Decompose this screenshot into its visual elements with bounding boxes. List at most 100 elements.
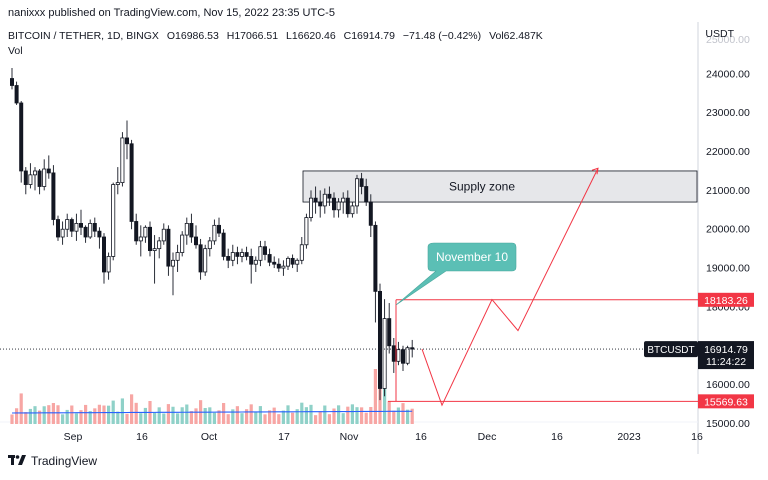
- candle-body: [410, 347, 415, 350]
- volume-bar: [318, 411, 322, 424]
- tradingview-logo-icon: [8, 453, 26, 468]
- volume-bar: [396, 407, 400, 424]
- volume-bar: [162, 413, 166, 424]
- volume-bar: [258, 406, 262, 424]
- volume-bar: [337, 405, 341, 424]
- candle-body: [33, 170, 38, 176]
- volume-bar: [327, 414, 331, 424]
- volume-bar: [42, 406, 46, 424]
- candle-body: [157, 240, 162, 250]
- candle-body: [152, 248, 157, 251]
- volume-bar: [65, 409, 69, 424]
- candle-body: [69, 219, 74, 232]
- candle-body: [65, 219, 70, 230]
- candle-body: [304, 217, 309, 246]
- symbol-tag-bg: [644, 341, 698, 358]
- volume-ma-line: [11, 410, 413, 414]
- candle-body: [258, 246, 263, 261]
- volume-bar: [102, 405, 106, 424]
- volume-bar: [189, 411, 193, 424]
- candle-body: [336, 201, 341, 211]
- x-tick-label: Oct: [201, 431, 217, 443]
- candle-body: [262, 246, 267, 255]
- y-tick-label-faded: 25000.00: [706, 34, 750, 46]
- candle-body: [129, 143, 134, 222]
- candle-body: [405, 347, 410, 364]
- candle-body: [253, 259, 258, 265]
- candle-body: [221, 232, 226, 257]
- candle-body: [111, 184, 116, 257]
- volume-bar: [373, 369, 377, 424]
- candle-body: [74, 223, 79, 232]
- candle-body: [125, 137, 130, 145]
- volume-bar: [272, 407, 276, 424]
- candle-body: [115, 182, 120, 185]
- volume-bar: [249, 404, 253, 424]
- volume-bar: [355, 407, 359, 424]
- volume-bar: [350, 404, 354, 424]
- open-value: O16986.53: [166, 30, 219, 42]
- candle-body: [341, 197, 346, 203]
- volume-bar: [157, 407, 161, 424]
- volume-bar: [268, 410, 272, 424]
- candle-body: [322, 193, 327, 207]
- price-chart[interactable]: 15000.0016000.0017000.0018000.0019000.00…: [0, 22, 768, 475]
- volume-bar: [383, 380, 387, 424]
- volume-bar: [153, 412, 157, 424]
- current-price-value: 16914.79: [704, 344, 748, 356]
- x-tick-label: 16: [136, 431, 148, 443]
- volume-bar: [107, 405, 111, 424]
- volume-bar: [125, 413, 129, 424]
- candle-body: [198, 244, 203, 273]
- x-tick-label: Sep: [64, 431, 83, 443]
- candle-body: [147, 226, 152, 251]
- volume-bar: [24, 412, 28, 424]
- chart-area[interactable]: 15000.0016000.0017000.0018000.0019000.00…: [0, 22, 768, 475]
- candle-body: [83, 226, 88, 238]
- volume-bar: [222, 403, 226, 424]
- volume-bar: [212, 412, 216, 424]
- volume-bar: [304, 407, 308, 424]
- high-value: H17066.51: [226, 30, 279, 42]
- candle-body: [239, 252, 244, 257]
- level-price-tag: [698, 394, 754, 409]
- candle-body: [345, 197, 350, 215]
- volume-bar: [300, 402, 304, 424]
- candle-body: [285, 257, 290, 267]
- candle-body: [28, 174, 33, 185]
- candle-body: [60, 228, 65, 238]
- volume-bar: [143, 407, 147, 424]
- change-value: −71.48 (−0.42%): [402, 30, 482, 42]
- footer[interactable]: TradingView: [8, 453, 97, 468]
- november-callout-label: November 10: [436, 250, 508, 264]
- volume-bar: [309, 404, 313, 424]
- symbol-line: BITCOIN / TETHER, 1D, BINGX O16986.53 H1…: [8, 30, 548, 42]
- x-tick-label: 17: [278, 431, 290, 443]
- currency-label: USDT: [705, 28, 734, 40]
- volume-bar: [277, 414, 281, 424]
- symbol-name[interactable]: BITCOIN / TETHER, 1D, BINGX: [8, 30, 159, 42]
- volume-bar: [185, 404, 189, 424]
- candle-body: [318, 201, 323, 207]
- candle-body: [267, 254, 272, 263]
- volume-value: Vol62.487K: [489, 30, 543, 42]
- volume-bar: [360, 407, 364, 424]
- y-tick-label: 16000.00: [706, 379, 750, 391]
- volume-bar: [245, 409, 249, 424]
- volume-bar: [61, 414, 65, 424]
- candle-body: [327, 193, 332, 199]
- brand-name: TradingView: [31, 453, 98, 468]
- candle-body: [79, 223, 84, 228]
- candle-body: [387, 318, 392, 347]
- volume-bar: [33, 406, 37, 424]
- candle-body: [180, 234, 185, 253]
- candle-body: [295, 259, 300, 265]
- volume-bar: [392, 410, 396, 424]
- candle-body: [299, 244, 304, 261]
- candle-body: [359, 178, 364, 187]
- candle-body: [212, 224, 217, 242]
- x-tick-label: 2023: [617, 431, 641, 443]
- volume-bar: [231, 409, 235, 424]
- x-tick-label: Dec: [478, 431, 497, 443]
- candle-body: [272, 261, 277, 265]
